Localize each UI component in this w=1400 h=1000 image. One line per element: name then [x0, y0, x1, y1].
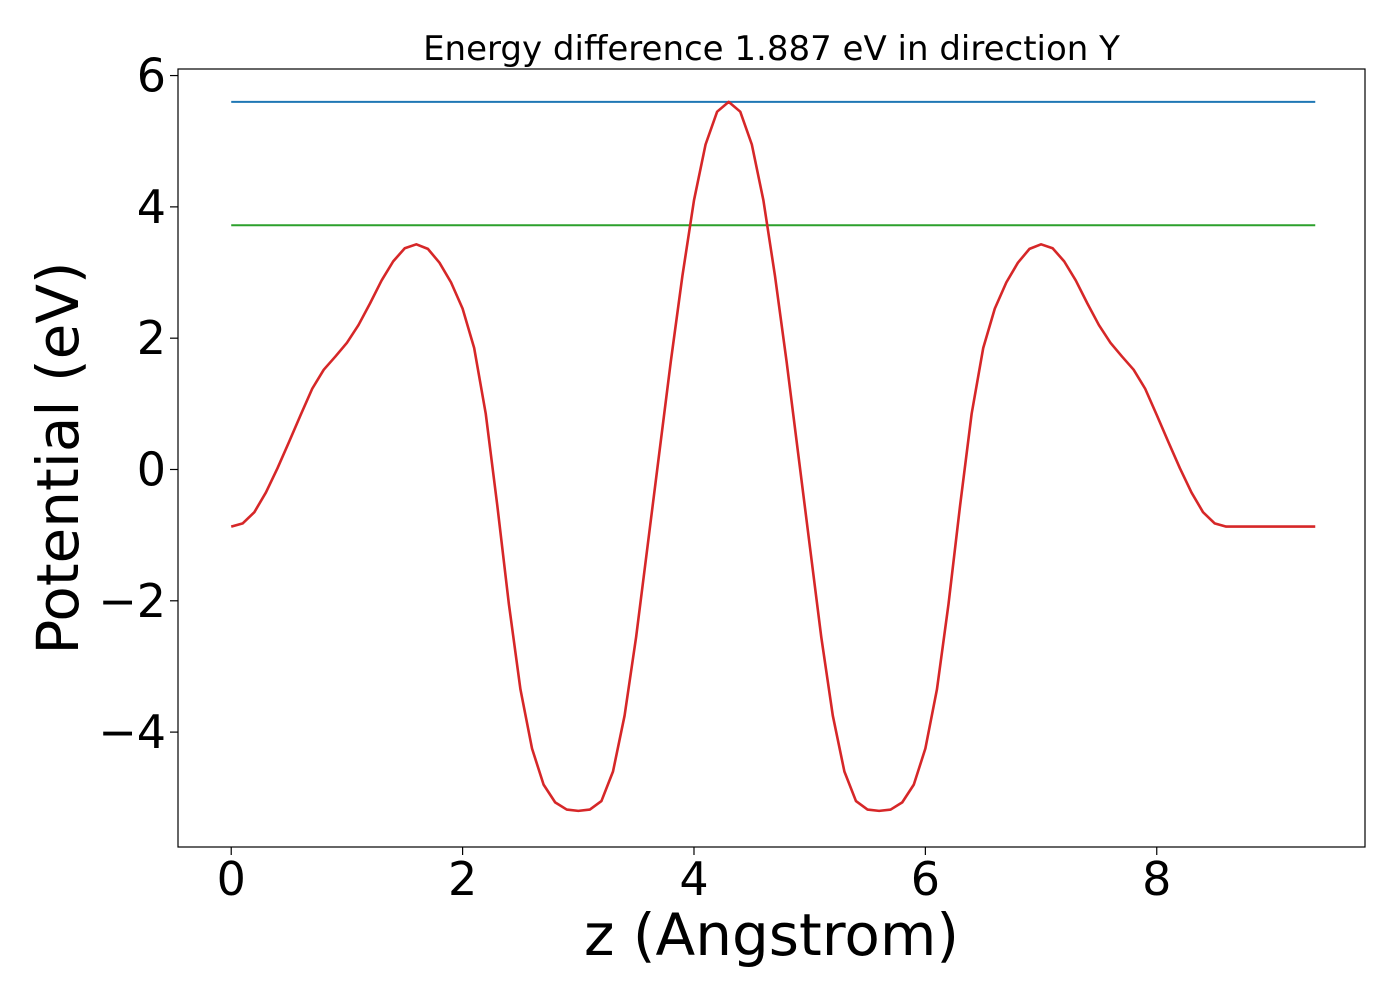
- x-tick-label: 8: [1142, 852, 1171, 906]
- x-tick-label: 2: [448, 852, 477, 906]
- y-tick-label: −2: [98, 574, 166, 628]
- x-axis-label: z (Angstrom): [584, 901, 959, 969]
- y-tick-label: 0: [137, 442, 166, 496]
- x-ticks: 0 2 4 6 8: [217, 847, 1171, 906]
- y-tick-label: 4: [137, 180, 166, 234]
- x-tick-label: 6: [911, 852, 940, 906]
- x-tick-label: 4: [679, 852, 708, 906]
- y-tick-label: −4: [98, 705, 166, 759]
- y-tick-label: 6: [137, 49, 166, 103]
- y-axis-label: Potential (eV): [24, 261, 92, 654]
- chart-title: Energy difference 1.887 eV in direction …: [423, 29, 1120, 69]
- y-tick-label: 2: [137, 311, 166, 365]
- y-ticks: −4 −2 0 2 4 6: [98, 49, 178, 759]
- series-line-3: [230, 100, 1316, 813]
- axes-frame: [177, 68, 1366, 848]
- x-tick-label: 0: [217, 852, 246, 906]
- plot-area: [230, 100, 1316, 813]
